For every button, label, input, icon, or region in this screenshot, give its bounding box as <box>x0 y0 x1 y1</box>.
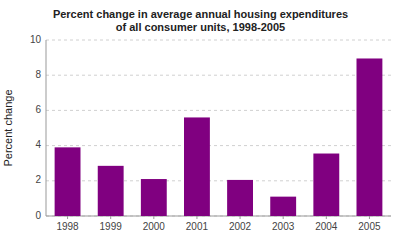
x-tick <box>369 216 370 219</box>
y-tick-label: 0 <box>35 210 41 221</box>
bar <box>357 58 383 216</box>
y-tick-label: 10 <box>30 34 42 45</box>
bar <box>313 154 339 216</box>
bar <box>227 180 253 216</box>
x-tick <box>283 216 284 219</box>
grid-line <box>46 75 391 76</box>
grid-line <box>46 40 391 41</box>
axes: 0 2 4 6 8 10 1998 1999 2000 2001 2002 2003 2004 2005 <box>30 34 391 232</box>
bars <box>55 58 383 216</box>
x-tick <box>240 216 241 219</box>
x-tick-label: 2003 <box>272 221 295 232</box>
x-tick <box>153 216 154 219</box>
grid <box>46 40 391 216</box>
x-tick-label: 2002 <box>229 221 252 232</box>
x-tick <box>110 216 111 219</box>
bar <box>141 179 167 216</box>
x-tick <box>196 216 197 219</box>
x-tick-label: 2001 <box>186 221 209 232</box>
bar <box>55 147 81 216</box>
y-tick-label: 6 <box>35 104 41 115</box>
y-tick-label: 2 <box>35 174 41 185</box>
bar <box>184 117 210 216</box>
y-axis-line <box>46 40 47 216</box>
y-axis-label: Percent change <box>2 89 14 166</box>
bar <box>98 166 124 216</box>
bar <box>270 197 296 216</box>
x-tick-label: 1999 <box>100 221 123 232</box>
chart-svg: Percent change in average annual housing… <box>0 0 401 238</box>
x-tick <box>326 216 327 219</box>
y-tick-label: 8 <box>35 69 41 80</box>
y-tick-label: 4 <box>35 139 41 150</box>
chart-title: Percent change in average annual housing… <box>53 8 348 33</box>
x-tick-label: 2004 <box>315 221 338 232</box>
x-tick-label: 2000 <box>143 221 166 232</box>
x-tick-label: 2005 <box>358 221 381 232</box>
x-tick-label: 1998 <box>56 221 79 232</box>
x-tick <box>67 216 68 219</box>
chart-container: Percent change in average annual housing… <box>0 0 401 238</box>
grid-line <box>46 145 391 146</box>
grid-line <box>46 110 391 111</box>
